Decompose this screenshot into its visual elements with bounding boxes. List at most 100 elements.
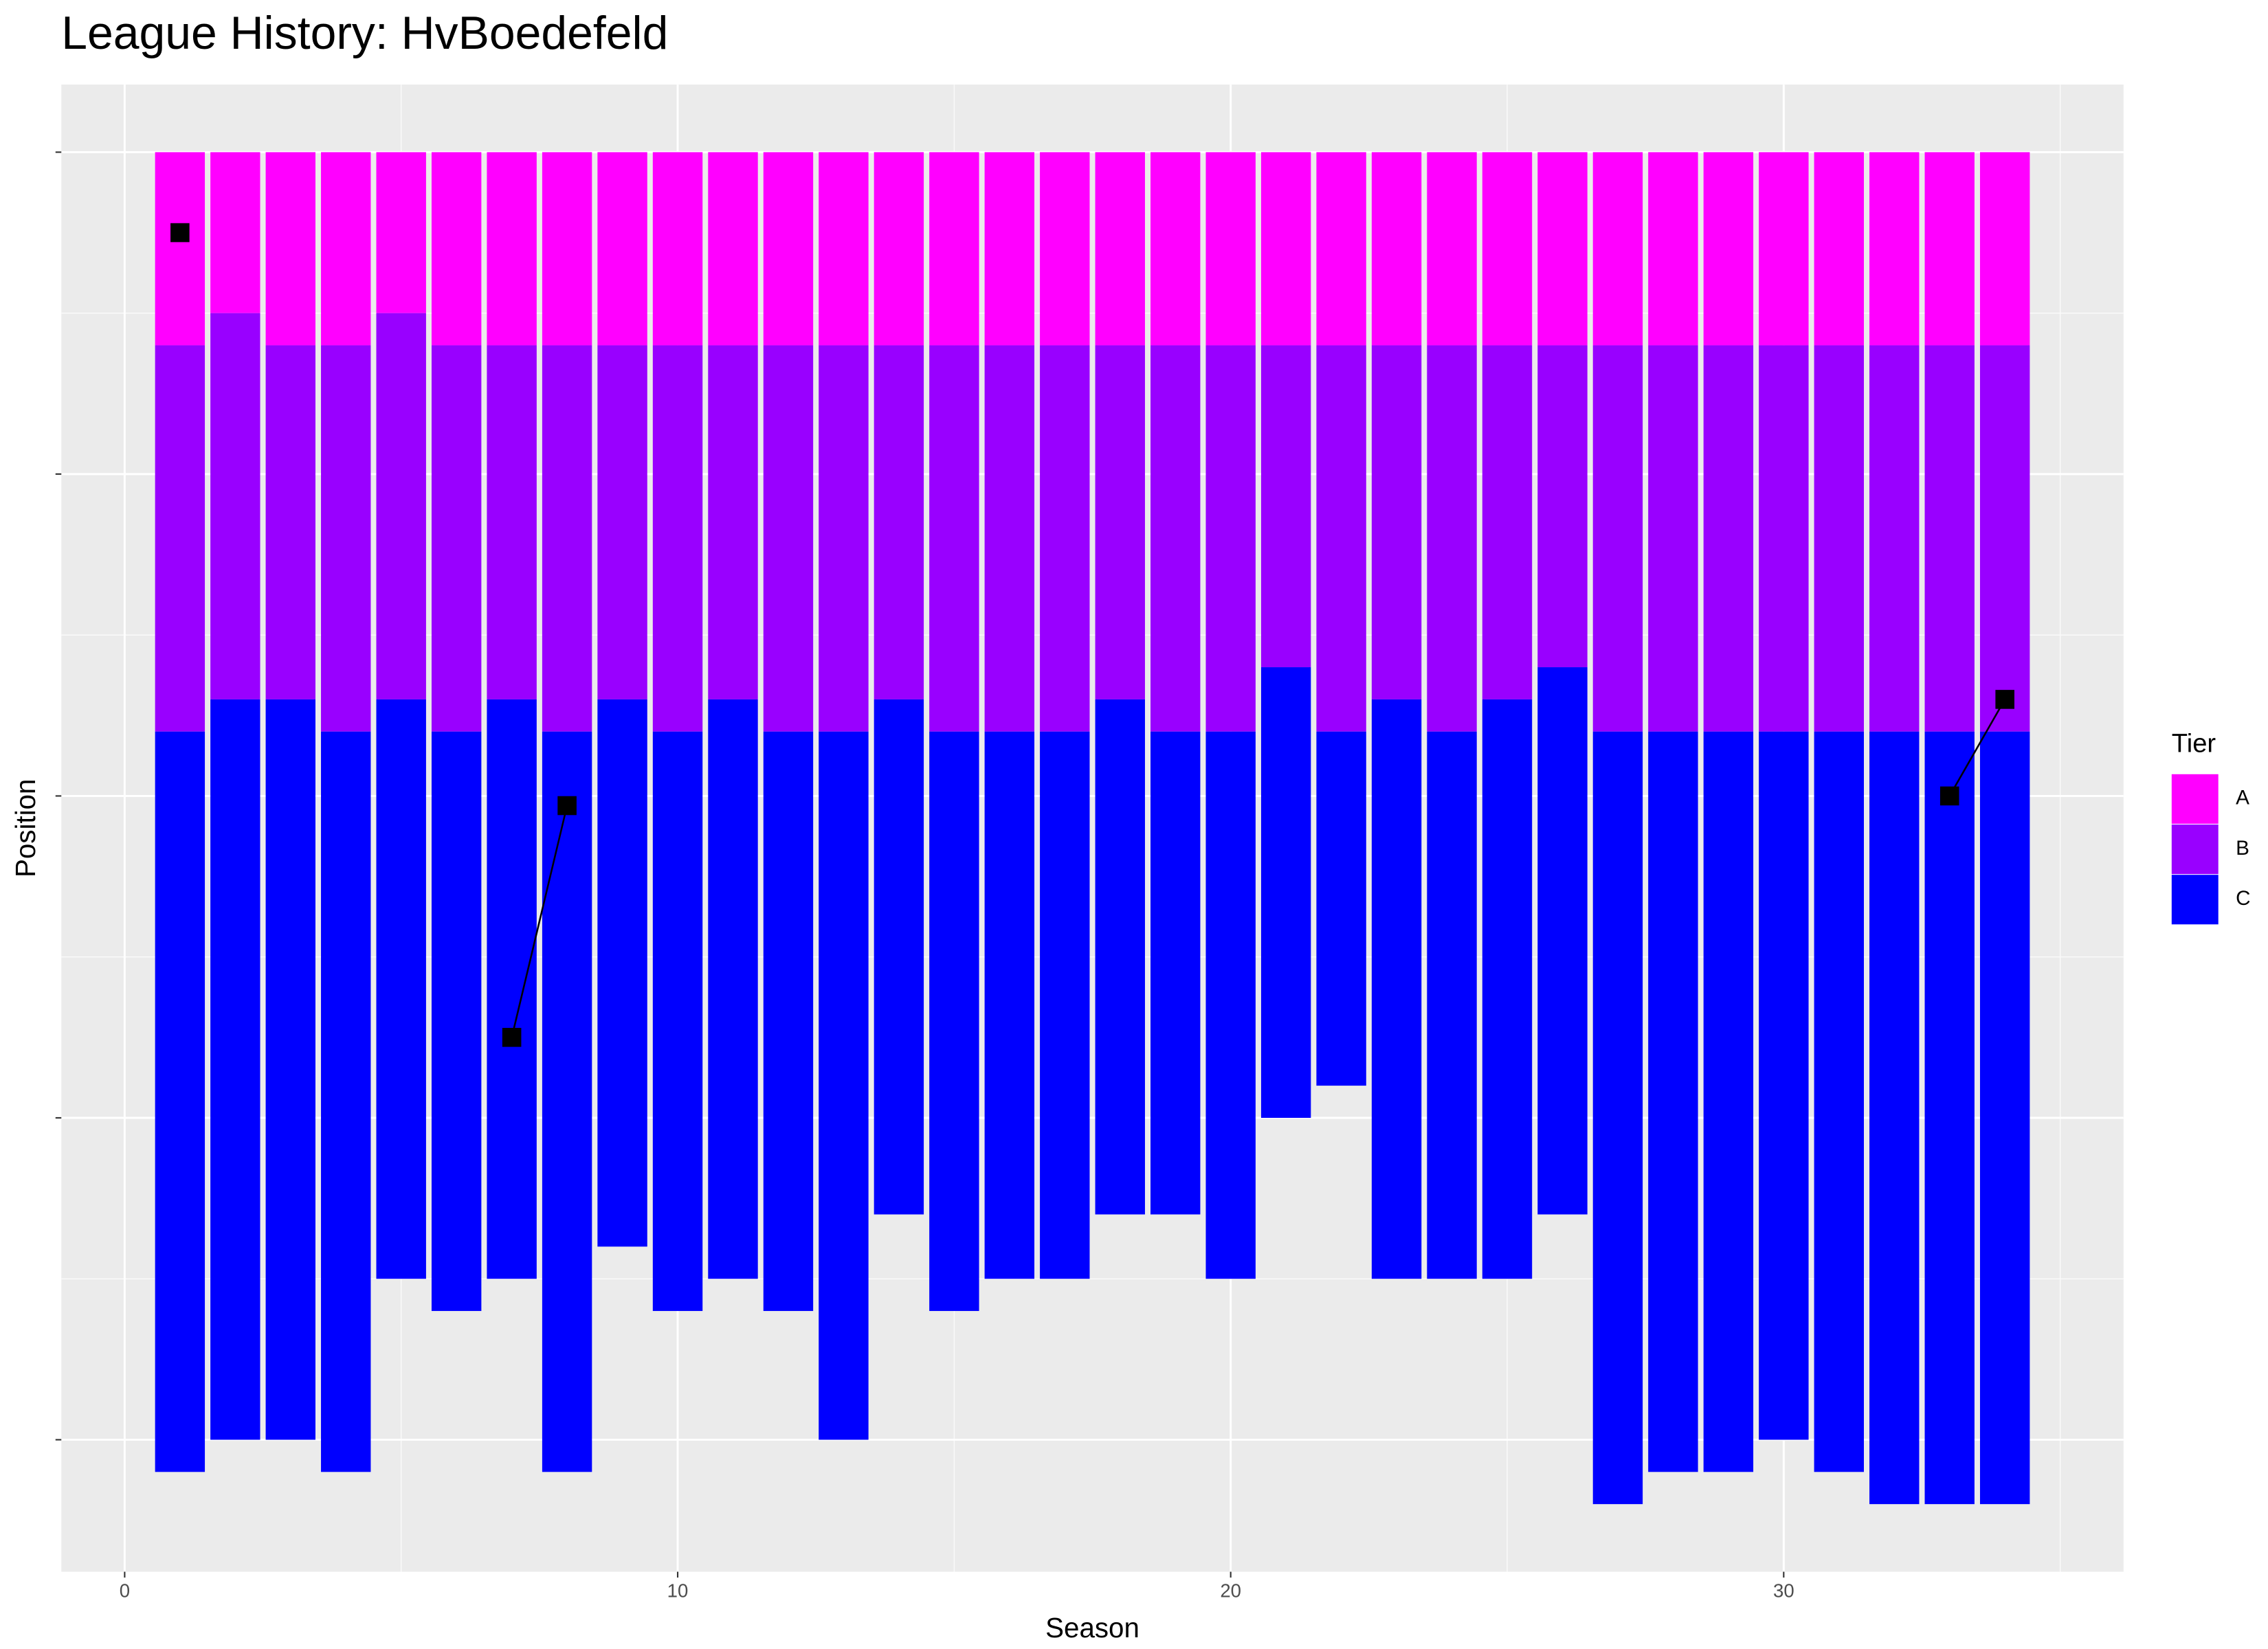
bar-segment xyxy=(1316,731,1366,1086)
bar-segment xyxy=(929,731,979,1312)
bar-segment xyxy=(1095,152,1145,346)
legend-title: Tier xyxy=(2172,728,2216,758)
bar-segment xyxy=(763,731,814,1312)
bar-segment xyxy=(1979,731,2030,1505)
bar-segment xyxy=(819,152,869,346)
bar-segment xyxy=(1592,345,1643,732)
bar-segment xyxy=(431,345,482,732)
bar-segment xyxy=(155,731,205,1472)
bar-segment xyxy=(874,152,924,346)
position-point xyxy=(1939,786,1959,806)
bar-segment xyxy=(984,731,1035,1279)
bar-segment xyxy=(652,152,703,346)
bar-segment xyxy=(1592,731,1643,1505)
bar-segment xyxy=(1040,152,1090,346)
bar-segment xyxy=(1759,152,1809,346)
position-point xyxy=(170,223,190,243)
bars xyxy=(155,152,2030,1505)
chart-title: League History: HvBoedefeld xyxy=(61,8,668,59)
bar-segment xyxy=(1095,345,1145,699)
x-tick-label: 20 xyxy=(1220,1580,1241,1602)
bar-segment xyxy=(1260,667,1311,1118)
bar-segment xyxy=(1979,345,2030,732)
bar-segment xyxy=(597,152,647,346)
bar-segment xyxy=(210,699,260,1440)
bar-segment xyxy=(1150,731,1201,1215)
bar-segment xyxy=(1427,152,1477,346)
bar-segment xyxy=(155,152,205,346)
position-point xyxy=(557,796,577,816)
bar-segment xyxy=(1371,345,1422,699)
bar-segment xyxy=(1260,345,1311,668)
bar-segment xyxy=(1814,731,1865,1472)
bar-segment xyxy=(929,152,979,346)
bar-segment xyxy=(431,731,482,1312)
bar-segment xyxy=(1814,152,1865,346)
bar-segment xyxy=(1316,152,1366,346)
legend-label: B xyxy=(2236,837,2249,860)
bar-segment xyxy=(1427,731,1477,1279)
bar-segment xyxy=(984,152,1035,346)
bar-segment xyxy=(1537,152,1588,346)
bar-segment xyxy=(1869,152,1920,346)
bar-segment xyxy=(1205,345,1256,732)
bar-segment xyxy=(1979,152,2030,346)
legend: Tier A B C xyxy=(2171,728,2251,925)
bar-segment xyxy=(763,152,814,346)
bar-segment xyxy=(487,345,537,699)
position-point xyxy=(1995,690,2014,709)
bar-segment xyxy=(1205,731,1256,1279)
bar-segment xyxy=(542,345,592,732)
bar-segment xyxy=(874,699,924,1215)
bar-segment xyxy=(1150,345,1201,732)
bar-segment xyxy=(1537,667,1588,1215)
bar-segment xyxy=(1371,152,1422,346)
bar-segment xyxy=(1482,152,1533,346)
bar-segment xyxy=(265,345,315,699)
legend-key xyxy=(2171,875,2219,925)
overlay xyxy=(170,223,2014,1047)
position-line xyxy=(511,699,2006,1038)
bar-segment xyxy=(1427,345,1477,732)
bar-segment xyxy=(542,731,592,1472)
bar-segment xyxy=(1924,345,1975,732)
bar-segment xyxy=(1759,345,1809,732)
bar-segment xyxy=(597,345,647,699)
bar-segment xyxy=(652,731,703,1312)
bar-segment xyxy=(1040,731,1090,1279)
x-tick-label: 30 xyxy=(1773,1580,1794,1602)
bar-segment xyxy=(487,152,537,346)
bar-segment xyxy=(874,345,924,699)
legend-key xyxy=(2171,824,2219,875)
bar-segment xyxy=(652,345,703,732)
position-point xyxy=(502,1028,522,1047)
bar-segment xyxy=(210,152,260,313)
bar-segment xyxy=(929,345,979,732)
bar-segment xyxy=(1371,699,1422,1279)
bar-segment xyxy=(1482,345,1533,699)
bar-segment xyxy=(1648,152,1698,346)
bar-segment xyxy=(1759,731,1809,1440)
legend-label: A xyxy=(2236,787,2249,809)
bar-segment xyxy=(984,345,1035,732)
axes: 0 10 20 30 xyxy=(55,151,1794,1602)
bar-segment xyxy=(708,699,758,1279)
bar-segment xyxy=(1703,731,1754,1472)
bar-segment xyxy=(487,699,537,1279)
bar-segment xyxy=(708,345,758,699)
bar-segment xyxy=(708,152,758,346)
bar-segment xyxy=(597,699,647,1247)
bar-segment xyxy=(1924,152,1975,346)
bar-segment xyxy=(1648,731,1698,1472)
bar-segment xyxy=(1482,699,1533,1279)
bar-segment xyxy=(1040,345,1090,732)
legend-label: C xyxy=(2236,887,2250,910)
bar-segment xyxy=(1316,345,1366,732)
bar-segment xyxy=(1150,152,1201,346)
bar-segment xyxy=(376,699,426,1279)
bar-segment xyxy=(542,152,592,346)
bar-segment xyxy=(1260,152,1311,346)
bar-segment xyxy=(1869,345,1920,732)
bar-segment xyxy=(376,313,426,699)
